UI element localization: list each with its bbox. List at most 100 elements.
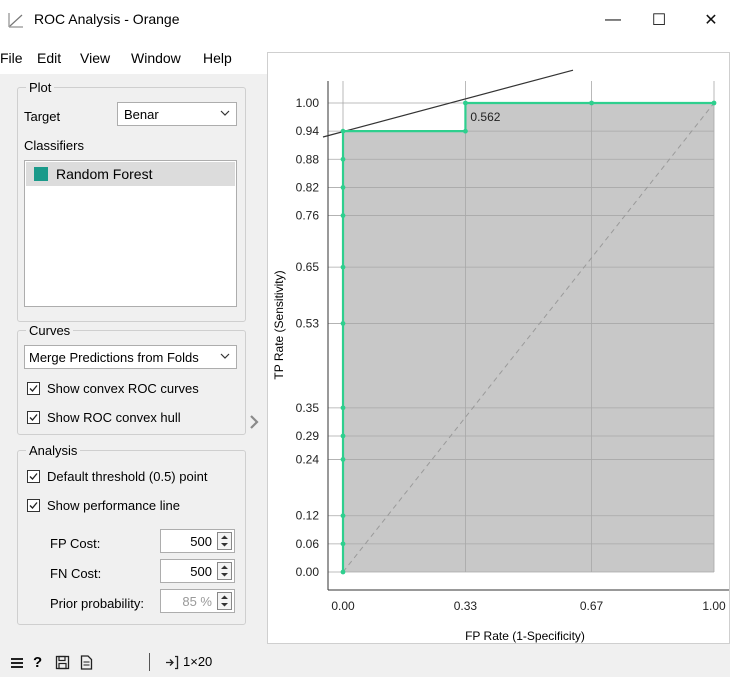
prior-probability-label: Prior probability: [50,596,144,611]
checkmark-icon [29,414,38,421]
control-panel: Plot Target Benar Classifiers Random For… [0,74,263,644]
collapse-panel-icon[interactable] [248,414,260,430]
y-tick-label: 0.06 [296,537,320,551]
y-tick-label: 0.24 [296,452,320,466]
roc-point [340,185,346,190]
curves-group: Curves [17,323,246,435]
analysis-group: Analysis [17,443,246,625]
roc-point [340,513,346,519]
roc-app-icon [8,13,23,28]
menu-file[interactable]: File [0,50,23,66]
y-tick-label: 0.00 [296,565,320,579]
y-tick-label: 0.94 [296,124,320,138]
window-title: ROC Analysis - Orange [34,11,180,27]
performance-line [322,69,574,138]
y-axis-label: TP Rate (Sensitivity) [272,270,286,379]
checkmark-icon [29,502,38,509]
classifier-name: Random Forest [56,166,153,182]
roc-point [340,128,346,134]
prior-probability-spinbox[interactable]: 85 % [160,589,235,613]
roc-point [340,457,346,462]
report-icon[interactable] [80,655,93,670]
fn-cost-label: FN Cost: [50,566,102,581]
target-label: Target [24,109,61,124]
random-classifier-diagonal [342,102,715,573]
roc-point [340,213,346,218]
help-icon[interactable]: ? [33,654,43,671]
classifier-color-swatch [34,167,48,181]
roc-plot-frame: 0.00 0.06 0.12 0.24 0.29 0.35 0.53 0.65 0.76 0.82… [267,52,730,644]
roc-curve[interactable] [341,101,714,572]
hamburger-menu-icon[interactable] [10,656,24,670]
roc-point [463,128,468,134]
title-bar: ROC Analysis - Orange — ☐ ✕ [0,0,730,40]
roc-point [340,541,346,547]
y-tick-label: 0.29 [296,429,320,443]
menu-window[interactable]: Window [131,50,181,66]
y-tick-label: 1.00 [296,96,320,110]
menu-help[interactable]: Help [203,50,232,66]
y-tick-label: 0.12 [296,509,320,523]
y-tick-label: 0.82 [296,180,320,194]
close-button[interactable]: ✕ [704,12,718,29]
checkmark-icon [29,385,38,392]
output-count: 1×20 [183,654,213,669]
roc-point [340,569,346,575]
status-divider [149,653,150,671]
maximize-button[interactable]: ☐ [651,12,667,29]
classifiers-label: Classifiers [24,138,84,153]
spin-arrows-icon[interactable] [217,592,232,610]
checkmark-icon [29,473,38,480]
roc-point [340,321,346,326]
roc-point [340,405,346,411]
y-tick-label: 0.88 [296,152,320,166]
minimize-button[interactable]: — [605,11,621,28]
roc-chart[interactable]: 0.00 0.06 0.12 0.24 0.29 0.35 0.53 0.65 0.76 0.82… [268,53,729,643]
menu-edit[interactable]: Edit [37,50,62,66]
plot-group: Plot [17,80,246,322]
roc-point [340,433,346,439]
status-bar: ? 1×20 [0,648,730,677]
x-tick-label: 1.00 [702,599,726,613]
roc-point [589,100,594,106]
x-axis-label: FP Rate (1-Specificity) [465,629,585,643]
plot-group-title: Plot [29,80,52,95]
fn-cost-spinbox[interactable]: 500 [160,559,235,583]
chevron-down-icon [220,110,230,116]
curves-mode-value: Merge Predictions from Folds [29,350,199,365]
spin-arrows-icon[interactable] [217,562,232,580]
classifiers-list[interactable]: Random Forest [24,160,237,307]
y-tick-label: 0.76 [296,209,320,223]
spin-arrows-icon[interactable] [217,532,232,550]
curves-group-title: Curves [29,323,71,338]
chevron-down-icon [220,353,230,359]
analysis-group-title: Analysis [29,443,78,458]
y-tick-label: 0.53 [296,316,320,330]
show-perf-line-label: Show performance line [47,498,180,513]
fp-cost-value: 500 [190,534,212,549]
show-hull-label: Show ROC convex hull [47,410,181,425]
show-convex-roc-label: Show convex ROC curves [47,381,199,396]
target-combo[interactable]: Benar [117,102,237,126]
y-tick-label: 0.65 [296,260,320,274]
roc-point [463,100,468,106]
save-icon[interactable] [55,655,70,670]
roc-point [340,156,346,162]
default-threshold-label: Default threshold (0.5) point [47,469,208,484]
x-tick-label: 0.00 [331,599,355,613]
threshold-label: 0.562 [470,110,500,124]
y-tick-label: 0.35 [296,401,320,415]
target-value: Benar [124,107,159,122]
classifier-item[interactable]: Random Forest [26,162,235,186]
roc-point [711,100,717,106]
prior-probability-value: 85 % [182,594,212,609]
fp-cost-label: FP Cost: [50,536,101,551]
menu-view[interactable]: View [80,50,111,66]
fn-cost-value: 500 [190,564,212,579]
output-icon [166,655,179,670]
x-tick-label: 0.33 [454,599,478,613]
fp-cost-spinbox[interactable]: 500 [160,529,235,553]
curves-mode-combo[interactable]: Merge Predictions from Folds [24,345,237,369]
x-tick-label: 0.67 [580,599,604,613]
roc-point [340,264,346,270]
